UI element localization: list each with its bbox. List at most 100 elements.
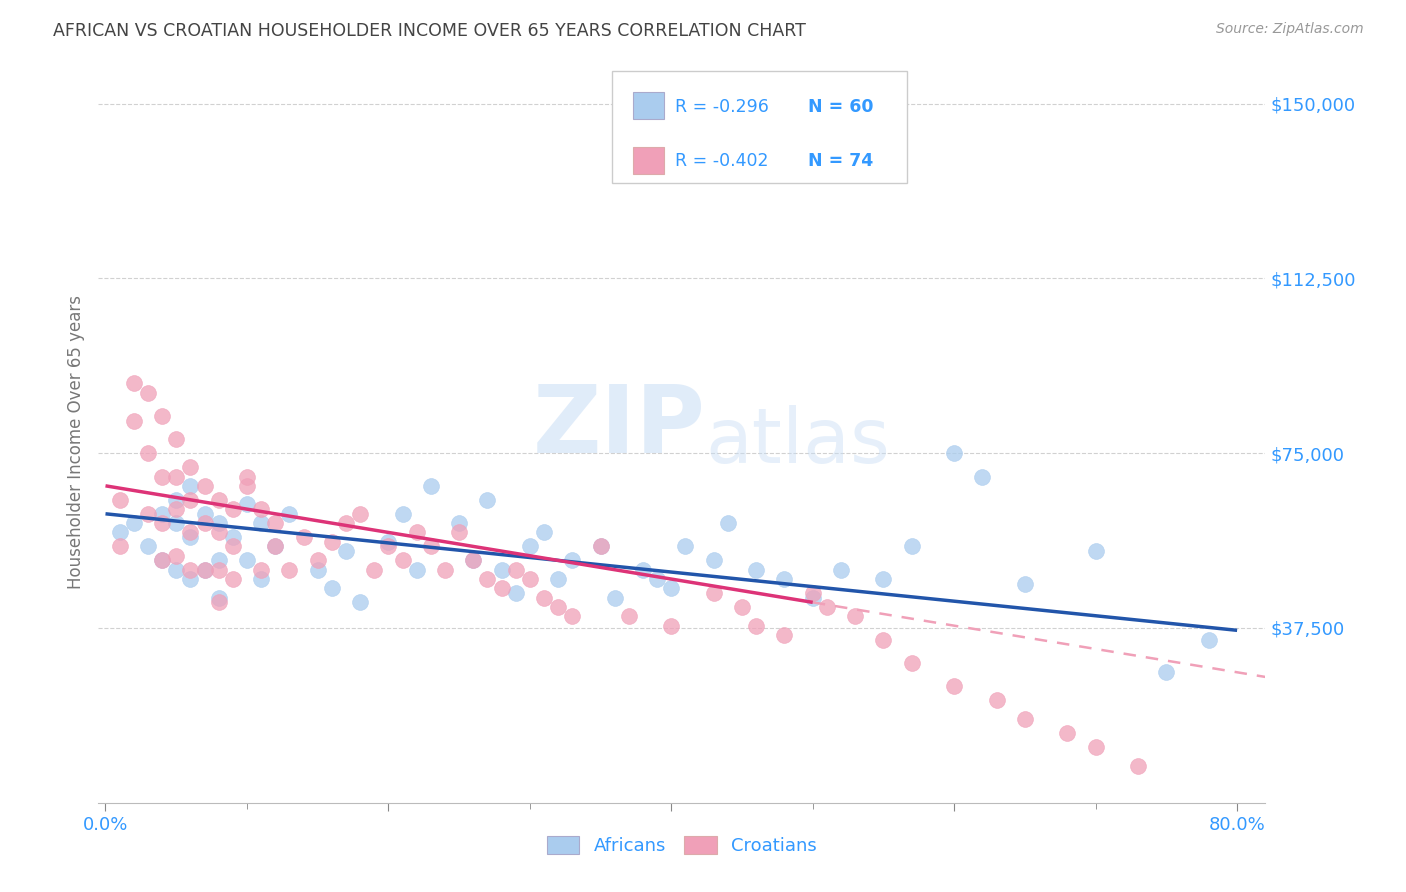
Point bbox=[278, 507, 301, 521]
Point bbox=[165, 563, 187, 577]
Point bbox=[703, 553, 725, 567]
Point bbox=[717, 516, 740, 530]
Point bbox=[773, 628, 796, 642]
Point bbox=[449, 525, 471, 540]
Point bbox=[519, 540, 541, 554]
Point bbox=[830, 563, 852, 577]
Point bbox=[463, 553, 485, 567]
Point bbox=[603, 591, 626, 605]
Point bbox=[377, 540, 399, 554]
Point bbox=[943, 446, 966, 460]
Point bbox=[208, 492, 231, 507]
Point bbox=[222, 502, 245, 516]
Point bbox=[193, 563, 215, 577]
Point bbox=[972, 469, 994, 483]
Point bbox=[943, 679, 966, 693]
Text: R = -0.402: R = -0.402 bbox=[675, 152, 769, 169]
Point bbox=[349, 507, 371, 521]
Point bbox=[491, 582, 513, 596]
Point bbox=[150, 553, 173, 567]
Text: N = 74: N = 74 bbox=[808, 152, 873, 169]
Point bbox=[519, 572, 541, 586]
Point bbox=[1014, 576, 1036, 591]
Point bbox=[335, 516, 357, 530]
Point bbox=[419, 540, 441, 554]
Point bbox=[193, 479, 215, 493]
Point bbox=[122, 376, 145, 391]
Point bbox=[208, 563, 231, 577]
Point bbox=[179, 492, 201, 507]
Text: AFRICAN VS CROATIAN HOUSEHOLDER INCOME OVER 65 YEARS CORRELATION CHART: AFRICAN VS CROATIAN HOUSEHOLDER INCOME O… bbox=[53, 22, 806, 40]
Point bbox=[179, 530, 201, 544]
Point bbox=[108, 540, 131, 554]
Point bbox=[222, 540, 245, 554]
Point bbox=[150, 469, 173, 483]
Point bbox=[349, 595, 371, 609]
Point bbox=[222, 572, 245, 586]
Point bbox=[165, 432, 187, 446]
Point bbox=[165, 502, 187, 516]
Point bbox=[165, 469, 187, 483]
Point bbox=[335, 544, 357, 558]
Legend: Africans, Croatians: Africans, Croatians bbox=[540, 829, 824, 863]
Point bbox=[617, 609, 640, 624]
Point bbox=[108, 492, 131, 507]
Text: Source: ZipAtlas.com: Source: ZipAtlas.com bbox=[1216, 22, 1364, 37]
Point bbox=[150, 553, 173, 567]
Point bbox=[801, 591, 824, 605]
Point bbox=[1056, 726, 1078, 740]
Point bbox=[533, 591, 555, 605]
Point bbox=[250, 516, 273, 530]
Point bbox=[108, 525, 131, 540]
Point bbox=[122, 516, 145, 530]
Point bbox=[179, 563, 201, 577]
Point bbox=[1084, 544, 1107, 558]
Point bbox=[208, 516, 231, 530]
Point bbox=[589, 540, 612, 554]
Point bbox=[463, 553, 485, 567]
Text: ZIP: ZIP bbox=[533, 381, 706, 473]
Point bbox=[731, 600, 754, 615]
Text: N = 60: N = 60 bbox=[808, 98, 875, 116]
Point bbox=[1084, 739, 1107, 754]
Point bbox=[1156, 665, 1178, 680]
Point bbox=[165, 516, 187, 530]
Point bbox=[703, 586, 725, 600]
Point bbox=[307, 553, 329, 567]
Point bbox=[236, 479, 259, 493]
Point bbox=[449, 516, 471, 530]
Point bbox=[250, 563, 273, 577]
Point bbox=[900, 656, 922, 670]
Point bbox=[250, 572, 273, 586]
Point bbox=[815, 600, 838, 615]
Point bbox=[264, 540, 287, 554]
Point bbox=[1198, 632, 1220, 647]
Point bbox=[250, 502, 273, 516]
Text: atlas: atlas bbox=[706, 405, 890, 478]
Point bbox=[236, 553, 259, 567]
Point bbox=[477, 492, 499, 507]
Point bbox=[292, 530, 315, 544]
Point bbox=[645, 572, 668, 586]
Point bbox=[150, 507, 173, 521]
Point bbox=[377, 534, 399, 549]
Point bbox=[405, 563, 427, 577]
Point bbox=[986, 693, 1008, 707]
Point bbox=[631, 563, 654, 577]
Point bbox=[208, 525, 231, 540]
Point bbox=[505, 563, 527, 577]
Text: R = -0.296: R = -0.296 bbox=[675, 98, 769, 116]
Point bbox=[477, 572, 499, 586]
Point bbox=[264, 516, 287, 530]
Point bbox=[165, 492, 187, 507]
Point bbox=[165, 549, 187, 563]
Point bbox=[179, 479, 201, 493]
Point bbox=[208, 553, 231, 567]
Point bbox=[321, 534, 343, 549]
Point bbox=[561, 553, 583, 567]
Point bbox=[872, 632, 894, 647]
Point bbox=[547, 600, 569, 615]
Point bbox=[136, 540, 159, 554]
Point bbox=[307, 563, 329, 577]
Point bbox=[505, 586, 527, 600]
